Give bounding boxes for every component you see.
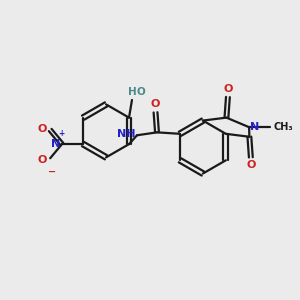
Text: N: N [51, 139, 60, 149]
Text: NH: NH [117, 129, 136, 139]
Text: +: + [58, 129, 64, 138]
Text: N: N [250, 122, 260, 132]
Text: O: O [38, 155, 47, 165]
Text: −: − [49, 167, 57, 177]
Text: O: O [38, 124, 47, 134]
Text: H: H [128, 87, 136, 97]
Text: O: O [151, 99, 160, 110]
Text: O: O [223, 84, 232, 94]
Text: O: O [136, 87, 145, 97]
Text: CH₃: CH₃ [273, 122, 293, 132]
Text: O: O [246, 160, 256, 170]
